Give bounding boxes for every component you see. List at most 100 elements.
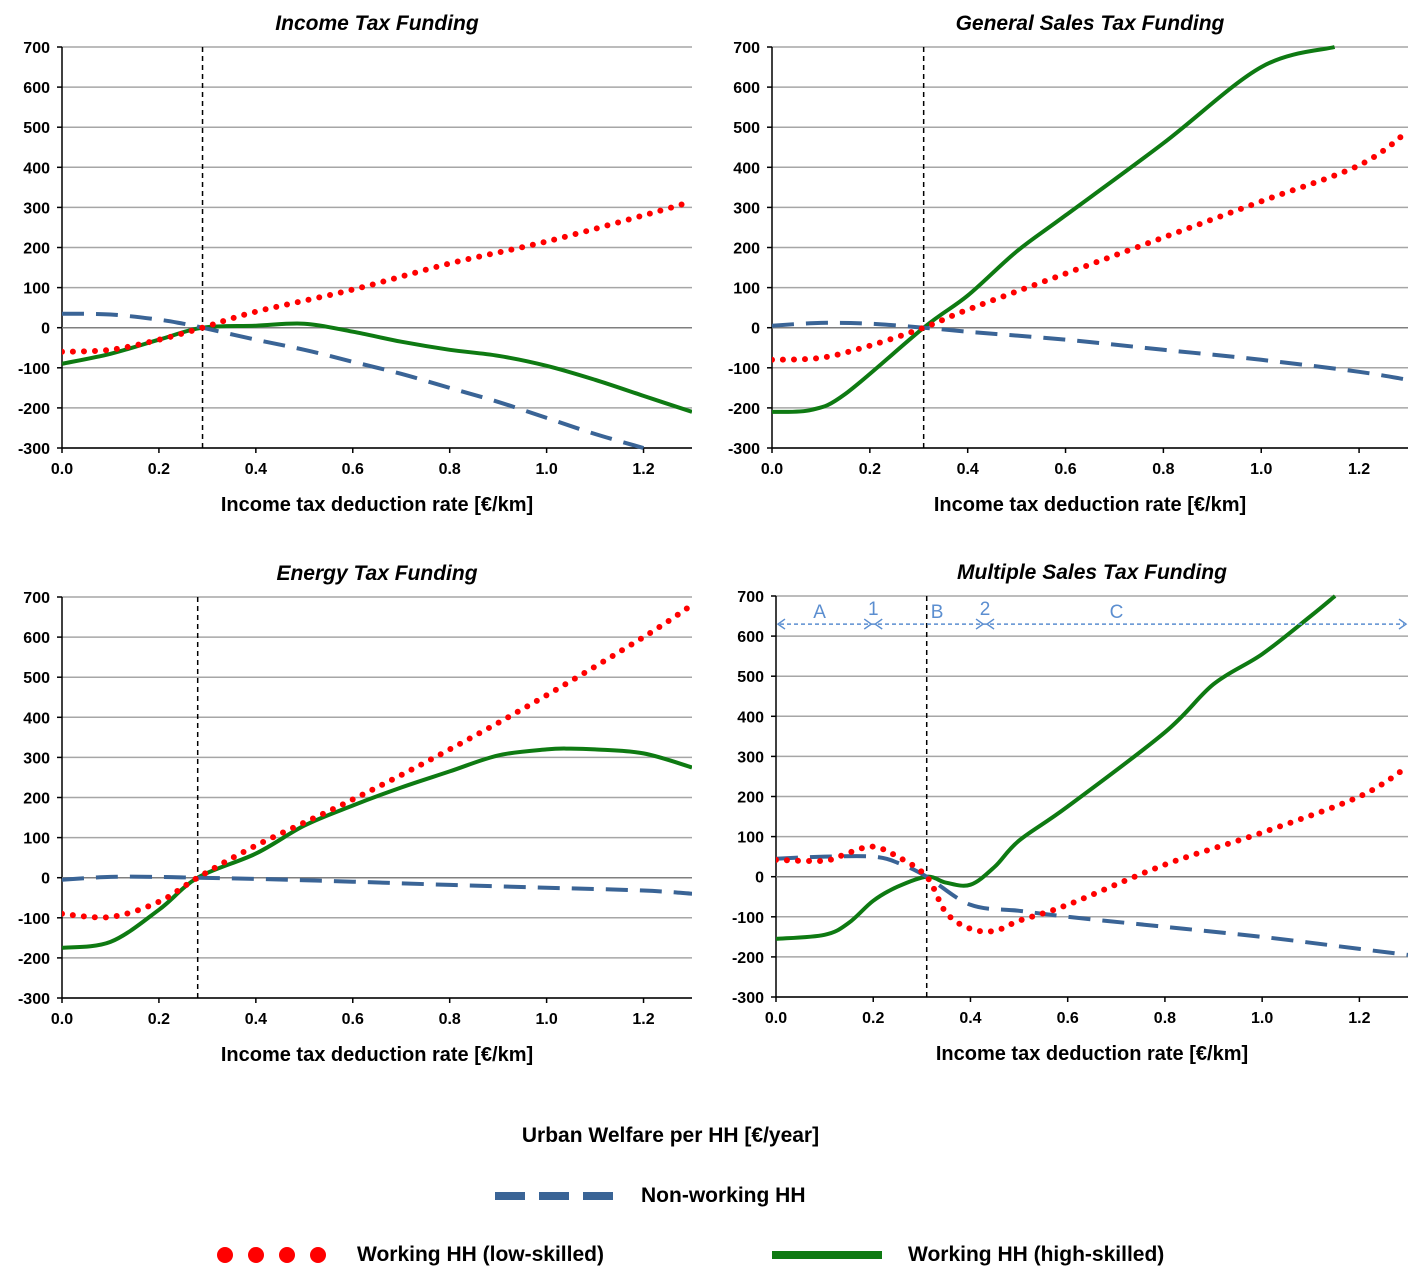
x-axis-label: Income tax deduction rate [€/km] — [936, 1043, 1248, 1065]
legend-item-lowskilled: Working HH (low-skilled) — [215, 1243, 604, 1267]
y-tick-label: 400 — [23, 160, 50, 177]
y-tick-label: 200 — [23, 241, 50, 258]
x-tick-label: 0.0 — [761, 461, 783, 478]
y-tick-label: 300 — [23, 750, 50, 767]
legend-swatch-nonworking — [495, 1192, 615, 1200]
legend-item-nonworking: Non-working HH — [495, 1184, 805, 1208]
y-tick-label: 600 — [23, 80, 50, 97]
x-tick-label: 0.2 — [859, 461, 881, 478]
x-tick-label: 1.0 — [1251, 1010, 1273, 1027]
y-tick-label: 100 — [23, 831, 50, 848]
y-tick-label: -300 — [18, 991, 50, 1008]
y-tick-label: 0 — [751, 321, 760, 338]
y-tick-label: 300 — [737, 749, 764, 766]
arrow-head — [873, 618, 883, 630]
arrow-head — [863, 618, 873, 630]
y-tick-label: 500 — [23, 670, 50, 687]
y-tick-label: 0 — [41, 321, 50, 338]
y-tick-label: 700 — [737, 589, 764, 606]
x-tick-label: 0.2 — [862, 1010, 884, 1027]
region-annotations: A B C 1 2 — [776, 599, 1408, 630]
marker-label-2: 2 — [980, 599, 991, 620]
x-tick-label: 0.2 — [148, 461, 170, 478]
y-tick-label: -300 — [728, 441, 760, 458]
x-tick-label: 0.0 — [51, 1011, 73, 1028]
x-tick-label: 1.2 — [1348, 1010, 1370, 1027]
legend-label-nonworking: Non-working HH — [641, 1184, 806, 1207]
y-tick-label: 600 — [23, 630, 50, 647]
y-tick-label: -100 — [728, 361, 760, 378]
x-tick-label: 0.8 — [439, 461, 461, 478]
chart-title: Multiple Sales Tax Funding — [957, 561, 1227, 584]
legend-label-highskilled: Working HH (high-skilled) — [908, 1243, 1165, 1266]
region-label-a: A — [813, 602, 826, 623]
y-tick-label: 200 — [733, 241, 760, 258]
region-label-b: B — [931, 602, 944, 623]
series-line-lowskilled — [772, 128, 1408, 363]
series-line-nonworking — [62, 311, 645, 450]
legend-swatch-lowskilled — [217, 1247, 326, 1263]
x-tick-label: 0.2 — [148, 1011, 170, 1028]
y-tick-label: 200 — [23, 791, 50, 808]
y-tick-label: 400 — [23, 710, 50, 727]
series-line-highskilled — [772, 45, 1336, 414]
series-line-lowskilled — [776, 763, 1408, 935]
y-tick-label: 100 — [737, 830, 764, 847]
chart-panel-2: -300 -200 -100 0 100 200 300 400 500 600 700 0.0 0.2… — [728, 12, 1408, 516]
y-tick-label: 600 — [733, 80, 760, 97]
y-tick-label: -100 — [732, 910, 764, 927]
x-tick-label: 1.2 — [1348, 461, 1370, 478]
y-tick-label: 700 — [23, 40, 50, 57]
series-line-highskilled — [62, 746, 692, 950]
x-tick-label: 1.2 — [632, 461, 654, 478]
y-tick-label: 0 — [41, 871, 50, 888]
y-tick-label: 0 — [755, 870, 764, 887]
y-tick-label: 400 — [733, 160, 760, 177]
x-axis-label: Income tax deduction rate [€/km] — [221, 494, 533, 516]
arrow-head — [975, 618, 985, 630]
x-tick-label: 1.0 — [535, 1011, 557, 1028]
x-tick-label: 0.8 — [1154, 1010, 1176, 1027]
chart-panel-3: -300 -200 -100 0 100 200 300 400 500 600 700 0.0 0.2… — [18, 562, 692, 1066]
x-tick-label: 0.4 — [245, 461, 267, 478]
chart-title: Income Tax Funding — [275, 12, 479, 35]
region-label-c: C — [1110, 602, 1124, 623]
x-axis-label: Income tax deduction rate [€/km] — [934, 494, 1246, 516]
y-tick-label: -100 — [18, 361, 50, 378]
y-tick-label: 300 — [23, 200, 50, 217]
x-tick-label: 0.4 — [959, 1010, 981, 1027]
arrow-head — [1398, 618, 1408, 630]
x-tick-label: 0.6 — [1057, 1010, 1079, 1027]
chart-panel-1: -300 -200 -100 0 100 200 300 400 500 600 700 0.0 0.2… — [18, 12, 692, 516]
y-tick-label: 700 — [733, 40, 760, 57]
series-line-lowskilled — [62, 198, 692, 355]
y-tick-label: 300 — [733, 200, 760, 217]
y-tick-label: -200 — [732, 950, 764, 967]
x-axis-label: Income tax deduction rate [€/km] — [221, 1044, 533, 1066]
x-tick-label: 0.0 — [765, 1010, 787, 1027]
chart-title: Energy Tax Funding — [276, 562, 477, 585]
x-tick-label: 0.6 — [342, 461, 364, 478]
arrow-head — [985, 618, 995, 630]
y-tick-label: -200 — [18, 951, 50, 968]
y-tick-label: 600 — [737, 629, 764, 646]
y-tick-label: -200 — [18, 401, 50, 418]
marker-label-1: 1 — [868, 599, 879, 620]
y-tick-label: 400 — [737, 709, 764, 726]
x-tick-label: 0.0 — [51, 461, 73, 478]
chart-panel-4: -300 -200 -100 0 100 200 300 400 500 600 700 0.0 0.2… — [732, 561, 1408, 1065]
series-line-lowskilled — [62, 602, 692, 921]
legend-item-highskilled: Working HH (high-skilled) — [772, 1243, 1164, 1267]
x-tick-label: 1.0 — [1250, 461, 1272, 478]
y-tick-label: 100 — [733, 281, 760, 298]
y-tick-label: 500 — [737, 669, 764, 686]
x-tick-label: 1.0 — [535, 461, 557, 478]
x-tick-label: 0.6 — [1054, 461, 1076, 478]
x-tick-label: 0.8 — [439, 1011, 461, 1028]
y-tick-label: -100 — [18, 911, 50, 928]
legend-swatch-highskilled — [772, 1251, 882, 1259]
y-tick-label: 100 — [23, 281, 50, 298]
y-tick-label: -300 — [732, 990, 764, 1007]
y-tick-label: 500 — [23, 120, 50, 137]
